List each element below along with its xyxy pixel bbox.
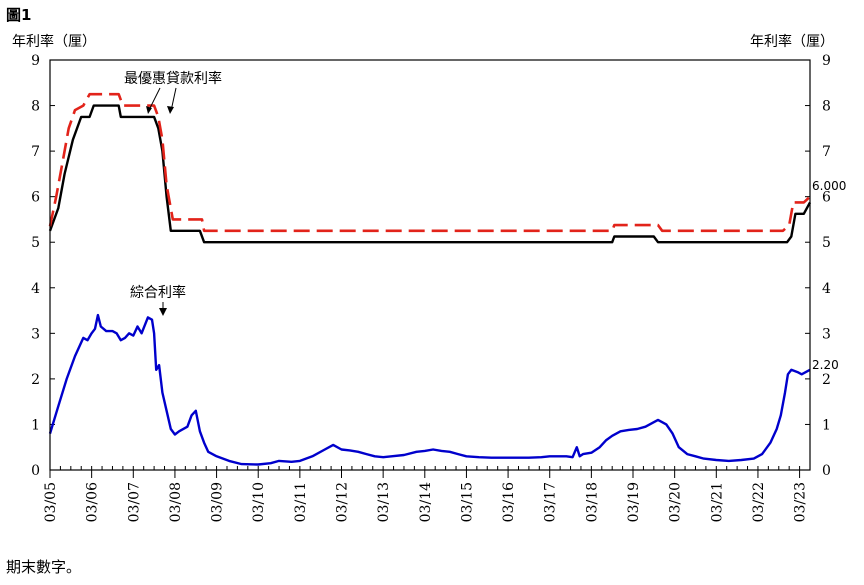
x-tick-label: 03/07 (126, 482, 142, 522)
end-label-composite: 2.20 (812, 358, 839, 372)
y-tick-label-right: 5 (822, 235, 831, 251)
y-tick-label-left: 9 (31, 53, 40, 69)
x-tick-label: 03/17 (543, 482, 559, 522)
footnote: 期末數字。 (6, 558, 82, 576)
x-tick-label: 03/08 (168, 482, 184, 522)
y-tick-label-right: 2 (822, 372, 831, 388)
y-tick-label-left: 8 (31, 99, 40, 115)
y-tick-label-right: 3 (822, 326, 831, 342)
x-tick-label: 03/23 (793, 482, 809, 522)
y-tick-label-right: 9 (822, 53, 831, 69)
y-tick-label-right: 8 (822, 99, 831, 115)
prime-rate-label: 最優惠貸款利率 (124, 70, 222, 87)
y-tick-label-right: 4 (822, 281, 831, 297)
x-tick-label: 03/12 (335, 482, 351, 522)
figure-label: 圖1 (6, 6, 32, 24)
y-tick-label-left: 7 (31, 144, 40, 160)
plot-frame (49, 59, 811, 471)
y-tick-label-left: 5 (31, 235, 40, 251)
series-line-1 (48, 92, 811, 233)
x-tick-label: 03/16 (501, 482, 517, 522)
y-tick-label-left: 3 (31, 326, 40, 342)
x-tick-label: 03/10 (251, 482, 267, 522)
y-tick-label-right: 1 (822, 417, 831, 433)
y-axis-title-left: 年利率（厘） (12, 33, 96, 50)
end-label-prime: 6.000 (812, 179, 846, 193)
series-line-0 (48, 104, 812, 244)
y-tick-label-left: 6 (31, 190, 40, 206)
x-tick-label: 03/13 (376, 482, 392, 522)
y-tick-label-right: 0 (822, 463, 831, 479)
y-tick-label-left: 0 (31, 463, 40, 479)
series-line-2 (48, 313, 811, 466)
x-tick-label: 03/19 (626, 482, 642, 522)
y-tick-label-left: 1 (31, 417, 40, 433)
y-tick-label-right: 7 (822, 144, 831, 160)
interest-rate-chart: 年利率（厘） 年利率（厘） 0 0 1 1 2 2 3 3 4 4 5 5 6 6 7 7 8 8 9 9 03/05 0… (12, 33, 846, 522)
y-tick-label-right: 6 (822, 190, 831, 206)
x-tick-label: 03/22 (751, 482, 767, 522)
x-tick-label: 03/14 (418, 482, 434, 522)
x-tick-label: 03/05 (43, 482, 59, 522)
x-tick-label: 03/11 (293, 482, 309, 522)
composite-rate-label: 綜合利率 (130, 284, 186, 301)
x-tick-label: 03/20 (668, 482, 684, 522)
x-tick-label: 03/18 (584, 482, 600, 522)
x-tick-label: 03/15 (459, 482, 475, 522)
prime-arrowhead-1 (146, 106, 152, 114)
y-tick-label-left: 4 (31, 281, 40, 297)
x-tick-label: 03/09 (210, 482, 226, 522)
composite-arrowhead (159, 308, 167, 316)
y-tick-label-left: 2 (31, 372, 40, 388)
y-axis-title-right: 年利率（厘） (750, 33, 834, 50)
x-tick-label: 03/21 (709, 482, 725, 522)
x-tick-label: 03/06 (85, 482, 101, 522)
prime-arrowhead-2 (167, 106, 174, 114)
